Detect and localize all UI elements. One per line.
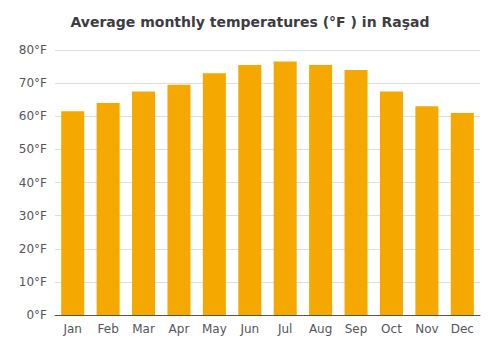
svg-text:80°F: 80°F — [19, 43, 47, 57]
svg-text:Feb: Feb — [98, 322, 119, 336]
svg-text:May: May — [202, 322, 227, 336]
svg-text:Mar: Mar — [132, 322, 155, 336]
svg-text:Jan: Jan — [62, 322, 82, 336]
svg-text:20°F: 20°F — [19, 242, 47, 256]
svg-text:Sep: Sep — [345, 322, 368, 336]
svg-text:Aug: Aug — [309, 322, 332, 336]
svg-text:70°F: 70°F — [19, 76, 47, 90]
svg-text:0°F: 0°F — [26, 308, 47, 322]
svg-text:50°F: 50°F — [19, 142, 47, 156]
svg-text:Oct: Oct — [381, 322, 402, 336]
svg-text:30°F: 30°F — [19, 209, 47, 223]
svg-text:Nov: Nov — [415, 322, 438, 336]
svg-text:60°F: 60°F — [19, 109, 47, 123]
svg-text:Dec: Dec — [451, 322, 474, 336]
svg-text:Average monthly temperatures (: Average monthly temperatures (°F ) in Ra… — [70, 14, 429, 30]
svg-text:Jul: Jul — [277, 322, 292, 336]
svg-text:Apr: Apr — [169, 322, 190, 336]
svg-text:40°F: 40°F — [19, 176, 47, 190]
svg-text:10°F: 10°F — [19, 275, 47, 289]
svg-text:Jun: Jun — [239, 322, 259, 336]
